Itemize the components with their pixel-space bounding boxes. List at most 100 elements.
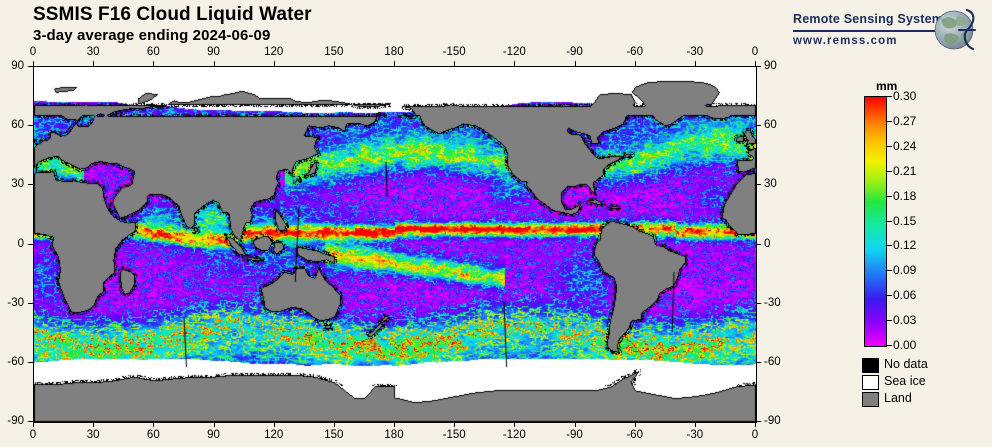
y-axis-label-left: 0 — [17, 237, 24, 250]
x-tick-top — [213, 61, 215, 66]
x-tick-top — [394, 61, 395, 66]
map-plot-area[interactable] — [33, 66, 757, 423]
page-subtitle: 3-day average ending 2024-06-09 — [33, 27, 271, 44]
y-tick-right — [756, 243, 761, 245]
x-tick-bottom — [394, 422, 395, 427]
colorbar-tick — [886, 120, 892, 122]
x-axis-label-bottom: 180 — [384, 429, 404, 441]
y-tick-right — [756, 125, 761, 127]
x-tick-bottom — [273, 422, 275, 427]
x-axis-label-bottom: -30 — [686, 429, 704, 441]
colorbar-tick-label: 0.15 — [893, 213, 917, 228]
y-tick-left — [28, 125, 33, 127]
y-axis-label-right: -30 — [764, 296, 781, 309]
y-axis-label-left: 60 — [11, 119, 24, 132]
x-tick-bottom — [634, 422, 636, 427]
x-axis-label-bottom: 120 — [264, 429, 284, 441]
x-tick-bottom — [93, 422, 95, 427]
y-axis-label-right: -60 — [764, 355, 781, 368]
colorbar-tick-label: 0.00 — [893, 338, 917, 352]
logo-organization: Remote Sensing Systems — [793, 12, 951, 26]
x-axis-label-top: -30 — [686, 46, 704, 58]
colorbar-tick — [886, 220, 892, 222]
y-axis-label-right: 90 — [764, 60, 777, 72]
colorbar-tick — [886, 345, 892, 346]
colorbar-tick — [886, 245, 892, 247]
y-tick-left — [28, 184, 33, 186]
x-tick-bottom — [213, 422, 215, 427]
x-tick-top — [755, 61, 756, 66]
x-tick-top — [694, 61, 696, 66]
x-tick-top — [273, 61, 275, 66]
y-tick-right — [756, 66, 761, 67]
x-axis-label-top: 0 — [29, 46, 37, 58]
x-axis-label-bottom: 150 — [324, 429, 344, 441]
x-axis-label-top: 60 — [146, 46, 160, 58]
legend-swatch — [862, 358, 879, 373]
y-tick-left — [28, 361, 33, 363]
x-axis-label-top: 120 — [264, 46, 284, 58]
y-axis-label-left: 30 — [11, 178, 24, 191]
y-tick-left — [28, 421, 33, 422]
x-axis-label-top: 0 — [751, 46, 759, 58]
colorbar-tick — [886, 270, 892, 272]
globe-icon — [934, 8, 977, 51]
x-axis-label-bottom: -150 — [442, 429, 466, 441]
cloud-liquid-water-heatmap[interactable] — [34, 67, 756, 422]
y-axis-label-left: -30 — [7, 296, 24, 309]
legend-swatch — [862, 392, 879, 407]
colorbar-tick — [886, 320, 892, 322]
y-tick-left — [28, 243, 33, 245]
x-tick-bottom — [694, 422, 696, 427]
y-axis-label-right: 30 — [764, 178, 777, 191]
y-axis-label-left: -90 — [7, 415, 24, 427]
x-axis-label-bottom: 0 — [29, 429, 37, 441]
x-axis-label-bottom: 30 — [86, 429, 100, 441]
colorbar-tick — [886, 96, 892, 97]
x-tick-top — [93, 61, 95, 66]
x-tick-bottom — [33, 422, 34, 427]
y-tick-left — [28, 302, 33, 304]
legend-label: Land — [884, 391, 912, 405]
colorbar-tick-label: 0.03 — [893, 313, 917, 328]
colorbar-tick — [886, 170, 892, 172]
colorbar-unit-label: mm — [876, 79, 898, 93]
x-axis-label-bottom: 0 — [751, 429, 759, 441]
y-axis-label-left: 90 — [11, 60, 24, 72]
colorbar-tick — [886, 295, 892, 297]
colorbar-tick-label: 0.27 — [893, 113, 917, 128]
x-axis-label-bottom: 90 — [207, 429, 220, 441]
x-tick-top — [514, 61, 516, 66]
colorbar-tick-label: 0.21 — [893, 163, 917, 178]
x-axis-label-bottom: -120 — [502, 429, 526, 441]
x-axis-label-top: -150 — [442, 46, 466, 58]
x-tick-bottom — [755, 422, 756, 427]
x-tick-top — [454, 61, 456, 66]
legend-swatch — [862, 375, 879, 390]
logo-divider — [793, 30, 943, 32]
colorbar-tick-label: 0.18 — [893, 188, 917, 203]
x-axis-label-top: 180 — [384, 46, 404, 58]
colorbar-tick-label: 0.06 — [893, 288, 917, 303]
x-axis-label-top: 30 — [86, 46, 100, 58]
x-tick-top — [153, 61, 155, 66]
x-axis-label-top: -90 — [566, 46, 583, 58]
x-axis-label-top: -60 — [626, 46, 643, 58]
x-axis-label-top: -120 — [502, 46, 526, 58]
x-tick-bottom — [153, 422, 155, 427]
x-tick-bottom — [454, 422, 456, 427]
legend-label: Sea ice — [884, 374, 926, 388]
y-axis-label-right: 0 — [764, 237, 771, 250]
x-axis-label-bottom: -90 — [566, 429, 583, 441]
y-axis-label-left: -60 — [7, 355, 24, 368]
x-axis-label-top: 150 — [324, 46, 344, 58]
x-tick-top — [634, 61, 636, 66]
x-tick-top — [33, 61, 34, 66]
colorbar-tick — [886, 145, 892, 147]
x-axis-label-top: 90 — [207, 46, 220, 58]
y-tick-right — [756, 361, 761, 363]
remss-logo: Remote Sensing Systems www.remss.com — [793, 6, 983, 54]
x-axis-label-bottom: -60 — [626, 429, 643, 441]
y-axis-label-right: 60 — [764, 119, 777, 132]
colorbar-tick-label: 0.09 — [893, 263, 917, 278]
